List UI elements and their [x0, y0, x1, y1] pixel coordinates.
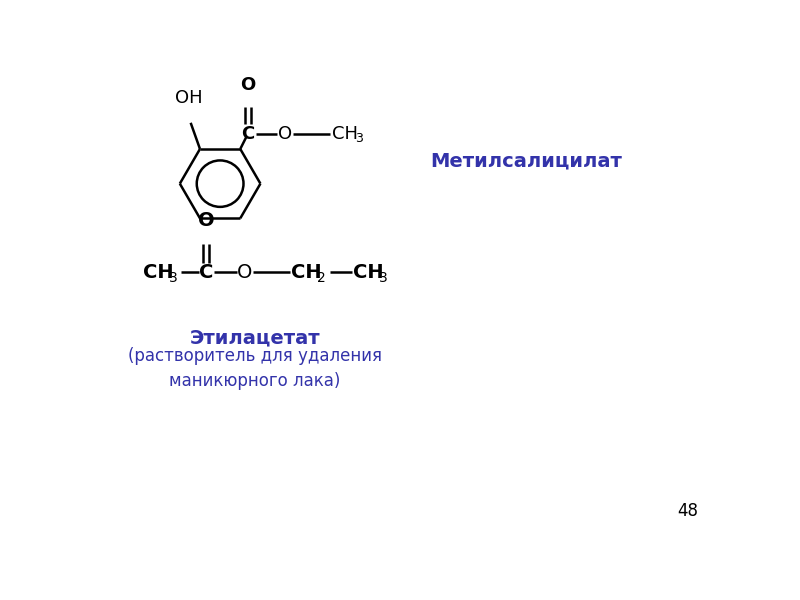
Text: 48: 48 [678, 502, 698, 520]
Text: OH: OH [175, 89, 203, 107]
Text: O: O [240, 76, 256, 94]
Text: 3: 3 [355, 133, 363, 145]
Text: Этилацетат: Этилацетат [190, 328, 320, 347]
Text: 3: 3 [379, 271, 388, 286]
Text: O: O [278, 125, 292, 143]
Text: O: O [238, 263, 253, 281]
Text: 3: 3 [169, 271, 178, 286]
Text: (растворитель для удаления
маникюрного лака): (растворитель для удаления маникюрного л… [128, 347, 382, 390]
Text: CH: CH [142, 263, 174, 281]
Text: O: O [198, 211, 214, 230]
Text: CH: CH [332, 125, 358, 143]
Text: C: C [199, 263, 214, 281]
Text: C: C [242, 125, 254, 143]
Text: CH: CH [354, 263, 384, 281]
Text: Метилсалицилат: Метилсалицилат [430, 151, 622, 170]
Text: CH: CH [291, 263, 322, 281]
Text: 2: 2 [318, 271, 326, 286]
